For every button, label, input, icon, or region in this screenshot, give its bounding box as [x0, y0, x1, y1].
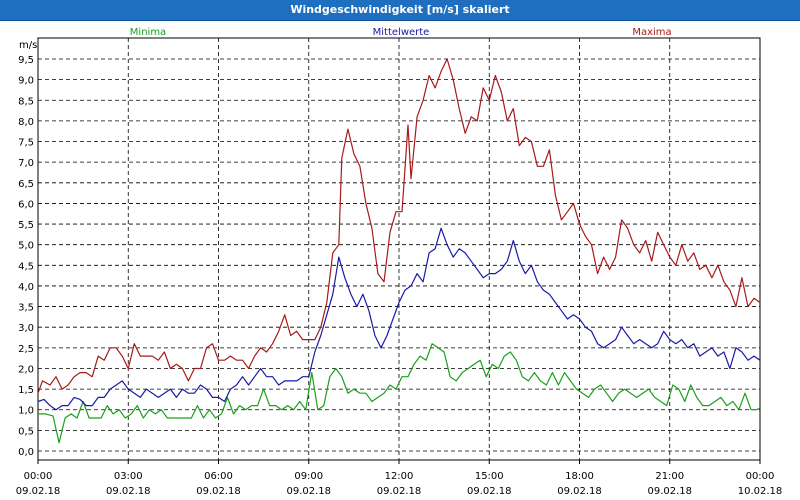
y-tick-label: 3,5 — [18, 303, 34, 314]
y-tick-label: 9,0 — [18, 76, 34, 87]
x-tick-time: 12:00 — [385, 471, 414, 482]
y-tick-label: 5,0 — [18, 241, 34, 252]
y-tick-label: 7,5 — [18, 138, 34, 149]
series-line-minima — [38, 343, 761, 444]
legend-mittelwerte: Mittelwerte — [373, 27, 430, 38]
x-tick-time: 18:00 — [565, 471, 594, 482]
y-tick-label: 1,5 — [18, 385, 34, 396]
y-tick-label: 7,0 — [18, 158, 34, 169]
x-tick-date: 10.02.18 — [738, 486, 783, 497]
x-tick-date: 09.02.18 — [196, 486, 241, 497]
series-line-mittelwerte — [37, 227, 761, 411]
x-tick-date: 09.02.18 — [377, 486, 422, 497]
x-tick-time: 00:00 — [746, 471, 775, 482]
y-tick-label: 6,0 — [18, 199, 34, 210]
x-tick-time: 00:00 — [24, 471, 53, 482]
legend-minima: Minima — [130, 27, 166, 38]
x-tick-date: 09.02.18 — [557, 486, 602, 497]
y-tick-label: 6,5 — [18, 179, 34, 190]
x-axis: 00:00 09.02.18 03:00 09.02.18 06:00 09.02.18 0… — [16, 460, 783, 497]
x-tick-date: 09.02.18 — [286, 486, 331, 497]
y-tick-label: 9,5 — [18, 55, 34, 66]
window-titlebar: Windgeschwindigkeit [m/s] skaliert — [0, 0, 800, 21]
x-tick-date: 09.02.18 — [16, 486, 61, 497]
y-axis: 0,0 0,5 1,0 1,5 2,0 2,5 3,0 3,5 4,0 4,5 5,0 5,5 6,0 6… — [18, 55, 34, 458]
grid-lines — [38, 38, 760, 460]
y-tick-label: 5,5 — [18, 220, 34, 231]
x-tick-date: 09.02.18 — [467, 486, 512, 497]
y-tick-label: 0,5 — [18, 426, 34, 437]
y-tick-label: 0,0 — [18, 447, 34, 458]
x-tick-time: 15:00 — [475, 471, 504, 482]
legend-maxima: Maxima — [632, 27, 671, 38]
y-tick-label: 2,5 — [18, 344, 34, 355]
y-tick-label: 1,0 — [18, 406, 34, 417]
x-tick-time: 09:00 — [294, 471, 323, 482]
x-tick-date: 09.02.18 — [106, 486, 151, 497]
legend: Minima Mittelwerte Maxima — [130, 27, 672, 38]
series-line-maxima — [37, 58, 761, 394]
x-tick-date: 09.02.18 — [647, 486, 692, 497]
y-tick-label: 8,0 — [18, 117, 34, 128]
y-axis-unit-label: m/s — [19, 40, 37, 51]
chart-title: Windgeschwindigkeit [m/s] skaliert — [290, 3, 510, 16]
x-tick-time: 03:00 — [114, 471, 143, 482]
y-tick-label: 2,0 — [18, 364, 34, 375]
series-lines — [37, 58, 761, 444]
y-tick-label: 4,5 — [18, 261, 34, 272]
y-tick-label: 4,0 — [18, 282, 34, 293]
x-tick-time: 21:00 — [655, 471, 684, 482]
wind-speed-chart: 0,0 0,5 1,0 1,5 2,0 2,5 3,0 3,5 4,0 4,5 5,0 5,5 6,0 6… — [16, 27, 783, 497]
y-tick-label: 3,0 — [18, 323, 34, 334]
x-tick-time: 06:00 — [204, 471, 233, 482]
y-tick-label: 8,5 — [18, 96, 34, 107]
